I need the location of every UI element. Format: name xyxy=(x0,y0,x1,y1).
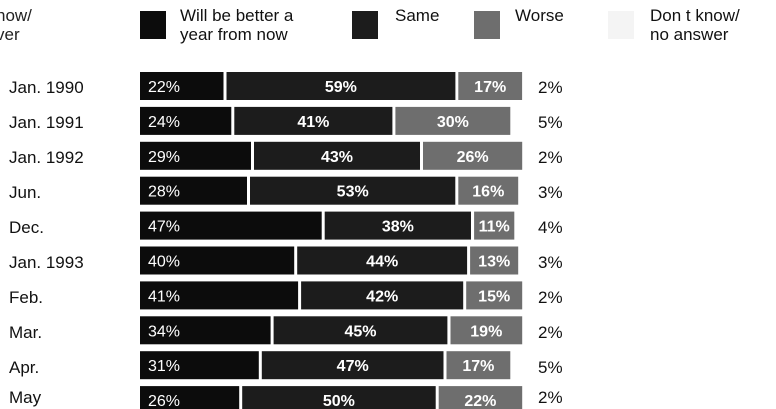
dontknow-value-row-7: 2% xyxy=(538,323,563,342)
label-better-dec: 47% xyxy=(148,219,180,236)
label-better-jan-1990: 22% xyxy=(148,79,180,96)
bar-same-dec xyxy=(324,211,471,240)
legend-label-same: Same xyxy=(395,6,440,25)
bar-better-apr xyxy=(140,351,259,380)
label-worse-jan-1991: 30% xyxy=(437,114,469,131)
bar-worse-jun xyxy=(458,176,519,205)
row-label-mar: Mar. xyxy=(9,323,43,342)
label-same-dec: 38% xyxy=(382,219,414,236)
dontknow-value-row-8: 5% xyxy=(538,358,563,377)
label-same-jan-1993: 44% xyxy=(366,254,398,271)
label-better-apr: 31% xyxy=(148,358,180,375)
bar-better-jun xyxy=(140,176,247,205)
row-label-dec: Dec. xyxy=(9,218,44,237)
label-better-jan-1993: 40% xyxy=(148,254,180,271)
label-better-jan-1992: 29% xyxy=(148,149,180,166)
bar-same-apr xyxy=(261,351,444,380)
bar-better-feb xyxy=(140,281,299,310)
label-worse-apr: 17% xyxy=(462,358,494,375)
bar-worse-mar xyxy=(450,316,523,345)
label-worse-jan-1992: 26% xyxy=(457,149,489,166)
bar-worse-jan-1991 xyxy=(395,106,511,135)
bar-worse-may xyxy=(438,386,523,409)
dontknow-value-row-9: 2% xyxy=(538,388,563,407)
label-worse-dec: 11% xyxy=(479,219,510,236)
label-same-apr: 47% xyxy=(337,358,369,375)
label-same-feb: 42% xyxy=(366,288,398,305)
row-label-may: May xyxy=(9,388,42,407)
bar-worse-jan-1990 xyxy=(458,72,523,100)
bar-same-jan-1991 xyxy=(234,106,393,135)
dontknow-value-row-2: 2% xyxy=(538,148,563,167)
legend-swatch-same xyxy=(352,11,378,39)
label-same-jan-1990: 59% xyxy=(325,79,357,96)
legend-label-better: Will be better a year from now xyxy=(180,6,294,44)
dontknow-value-row-0: 2% xyxy=(538,78,563,97)
bar-same-jan-1992 xyxy=(254,141,420,170)
label-better-jan-1991: 24% xyxy=(148,114,180,131)
bar-same-jan-1990 xyxy=(226,72,456,100)
row-label-jan-1993: Jan. 1993 xyxy=(9,253,84,272)
label-worse-jun: 16% xyxy=(472,184,504,201)
bar-better-may xyxy=(140,386,240,409)
label-same-jan-1992: 43% xyxy=(321,149,353,166)
label-worse-mar: 19% xyxy=(470,323,502,340)
bar-better-jan-1990 xyxy=(140,72,224,100)
legend-swatch-better xyxy=(140,11,166,39)
label-better-feb: 41% xyxy=(148,288,180,305)
bar-worse-jan-1993 xyxy=(470,246,519,275)
label-better-mar: 34% xyxy=(148,323,180,340)
label-better-jun: 28% xyxy=(148,184,180,201)
row-label-jun: Jun. xyxy=(9,183,42,202)
row-label-feb: Feb. xyxy=(9,288,44,307)
bar-better-jan-1993 xyxy=(140,246,295,275)
dontknow-value-row-4: 4% xyxy=(538,218,563,237)
legend-swatch-worse xyxy=(474,11,500,39)
label-same-mar: 45% xyxy=(344,323,376,340)
bar-same-mar xyxy=(273,316,448,345)
bar-better-dec xyxy=(140,211,322,240)
legend-label-dontknow: Don t know/ no answer xyxy=(650,6,740,44)
label-same-jan-1991: 41% xyxy=(297,114,329,131)
label-worse-jan-1993: 13% xyxy=(478,254,510,271)
label-worse-may: 22% xyxy=(464,393,496,409)
bar-worse-dec xyxy=(474,211,515,240)
bar-worse-feb xyxy=(466,281,523,310)
row-label-apr: Apr. xyxy=(9,358,40,377)
bar-better-jan-1991 xyxy=(140,106,232,135)
label-worse-feb: 15% xyxy=(478,288,510,305)
dontknow-value-row-6: 2% xyxy=(538,288,563,307)
bar-worse-jan-1992 xyxy=(423,141,523,170)
bar-same-may xyxy=(242,386,436,409)
bar-same-jun xyxy=(250,176,456,205)
bar-better-mar xyxy=(140,316,271,345)
legend-label-partial: now/ ver xyxy=(0,6,32,44)
dontknow-value-row-5: 3% xyxy=(538,253,563,272)
label-same-may: 50% xyxy=(323,393,355,409)
bar-better-jan-1992 xyxy=(140,141,251,170)
legend-label-worse: Worse xyxy=(515,6,564,25)
bar-same-feb xyxy=(301,281,464,310)
label-better-may: 26% xyxy=(148,393,180,409)
row-label-jan-1991: Jan. 1991 xyxy=(9,113,84,132)
bar-worse-apr xyxy=(446,351,511,380)
bar-same-jan-1993 xyxy=(297,246,468,275)
dontknow-value-row-1: 5% xyxy=(538,113,563,132)
label-worse-jan-1990: 17% xyxy=(474,79,506,96)
dontknow-value-row-3: 3% xyxy=(538,183,563,202)
label-same-jun: 53% xyxy=(337,184,369,201)
row-label-jan-1992: Jan. 1992 xyxy=(9,148,84,167)
row-label-jan-1990: Jan. 1990 xyxy=(9,78,84,97)
legend-swatch-dontknow xyxy=(608,11,634,39)
